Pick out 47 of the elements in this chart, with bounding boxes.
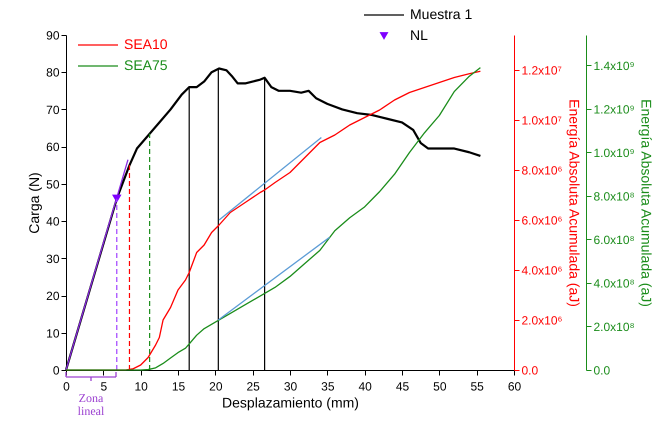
y3-tick-label: 4.0x10⁸ bbox=[594, 276, 635, 290]
x-tick-label: 55 bbox=[470, 380, 484, 394]
x-tick-label: 15 bbox=[172, 380, 186, 394]
x-tick-label: 45 bbox=[396, 380, 410, 394]
y3-tick-label: 1.2x10⁹ bbox=[594, 102, 635, 116]
legend-label: Muestra 1 bbox=[410, 6, 472, 22]
y3-tick-label: 2.0x10⁸ bbox=[594, 320, 635, 334]
y-tick-label: 90 bbox=[46, 28, 60, 42]
x-tick-label: 40 bbox=[358, 380, 372, 394]
y-tick-label: 50 bbox=[46, 177, 60, 192]
y-tick-label: 60 bbox=[46, 140, 60, 154]
y-tick-label: 0 bbox=[52, 364, 60, 378]
text: Zona lineal bbox=[78, 391, 105, 418]
x-axis-title: Desplazamiento (mm) bbox=[222, 394, 359, 410]
x-tick-label: 20 bbox=[209, 380, 223, 394]
y3-tick-label: 1.4x10⁹ bbox=[594, 58, 635, 73]
y2-tick-label: 2.0x10⁶ bbox=[522, 314, 563, 328]
y-axis-title: Carga (N) bbox=[26, 172, 42, 234]
y-tick-label: 20 bbox=[46, 289, 60, 304]
y2-axis-title: Energía Absoluta Acumulada (aJ) bbox=[566, 99, 582, 307]
x-tick-label: 25 bbox=[246, 380, 260, 394]
x-tick-label: 30 bbox=[284, 380, 298, 394]
y2-tick-label: 0.0 bbox=[522, 364, 539, 378]
y3-axis-title: Energía Absoluta Acumulada (aJ) bbox=[638, 99, 655, 307]
y-tick-label: 80 bbox=[46, 66, 60, 80]
legend-label: SEA10 bbox=[124, 36, 168, 52]
x-tick-label: 5 bbox=[100, 380, 108, 394]
legend-label: SEA75 bbox=[124, 57, 168, 73]
y3-tick-label: 1.0x10⁹ bbox=[594, 146, 635, 160]
y2-tick-label: 4.0x10⁶ bbox=[522, 264, 563, 278]
y2-tick-label: 1.0x10⁷ bbox=[522, 114, 562, 128]
y-tick-label: 30 bbox=[46, 252, 60, 266]
x-tick-label: 35 bbox=[321, 380, 335, 394]
y-tick-label: 70 bbox=[46, 102, 60, 117]
y-tick-label: 10 bbox=[46, 326, 60, 340]
legend-label: NL bbox=[410, 27, 428, 43]
x-tick-label: 60 bbox=[508, 380, 522, 394]
y2-tick-label: 8.0x10⁶ bbox=[522, 164, 563, 178]
y-tick-label: 40 bbox=[46, 214, 60, 229]
y3-tick-label: 0.0 bbox=[594, 364, 611, 378]
y3-tick-label: 8.0x10⁸ bbox=[594, 189, 635, 204]
x-tick-label: 10 bbox=[134, 380, 148, 394]
y3-tick-label: 6.0x10⁸ bbox=[594, 232, 635, 247]
y2-tick-label: 1.2x10⁷ bbox=[522, 64, 562, 78]
x-tick-label: 50 bbox=[433, 380, 447, 394]
x-tick-label: 0 bbox=[63, 380, 70, 394]
y2-tick-label: 6.0x10⁶ bbox=[522, 214, 563, 228]
